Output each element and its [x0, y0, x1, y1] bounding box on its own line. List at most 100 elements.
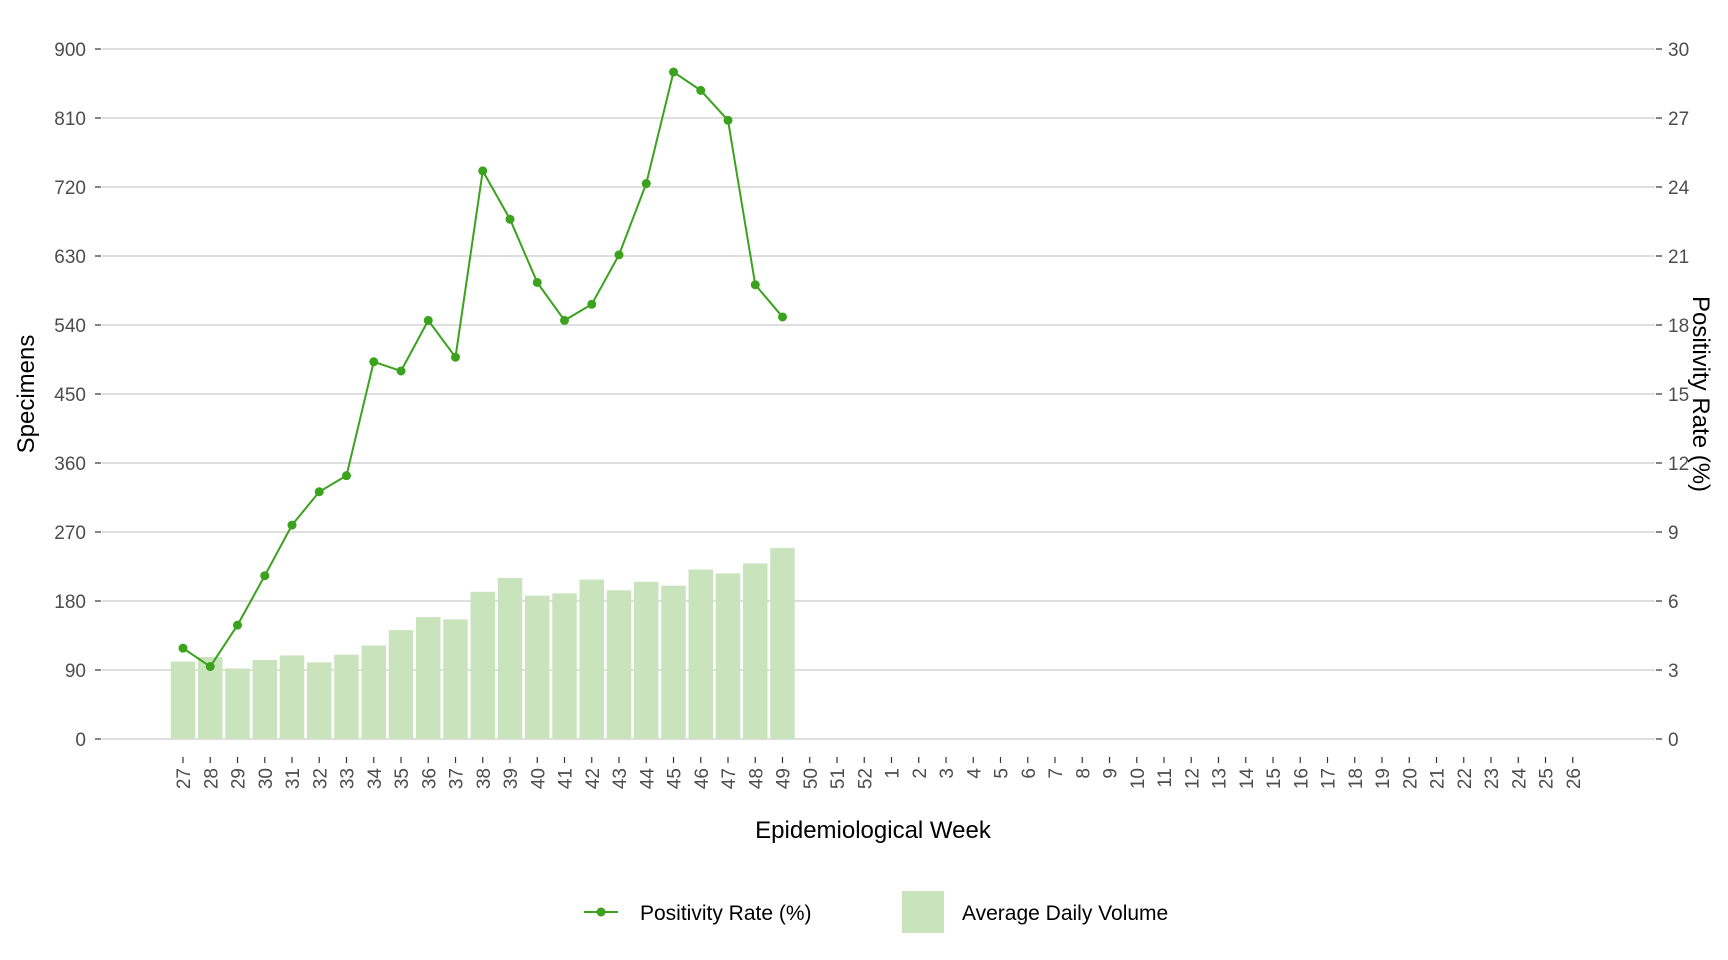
bar [770, 548, 795, 739]
x-tick-label: 42 [583, 768, 604, 789]
y-axis-left-title: Specimens [13, 335, 40, 454]
line-point [478, 166, 488, 176]
x-tick-label: 24 [1509, 768, 1530, 790]
bar [470, 591, 495, 739]
line-point [342, 471, 351, 481]
bar [170, 661, 196, 739]
legend: Positivity Rate (%) Average Daily Volume [584, 891, 1168, 933]
x-tick-label: 46 [692, 768, 713, 789]
right-tick-label: 27 [1668, 109, 1689, 130]
x-tick-label: 45 [665, 768, 686, 789]
bar [388, 630, 414, 739]
x-tick-label: 20 [1400, 768, 1421, 789]
x-tick-label: 26 [1564, 768, 1585, 789]
line-point [396, 366, 406, 376]
x-tick-label: 49 [774, 768, 795, 789]
x-tick-label: 48 [746, 768, 767, 789]
bar [661, 585, 686, 739]
y-axis-right-title: Positivity Rate (%) [1687, 296, 1714, 492]
x-tick-label: 37 [447, 768, 468, 789]
line-point [532, 277, 542, 287]
right-y-axis: 0 3 6 9 12 15 18 21 24 27 30 [1656, 40, 1690, 751]
line-point [233, 620, 242, 630]
left-tick-label: 270 [54, 523, 86, 544]
left-tick-label: 540 [54, 316, 86, 337]
x-tick-label: 11 [1155, 768, 1176, 788]
x-tick-label: 3 [937, 768, 958, 779]
line-point [260, 571, 270, 581]
left-tick-label: 90 [65, 661, 86, 682]
x-tick-label: 17 [1319, 768, 1340, 789]
line-point [560, 315, 569, 325]
bar [579, 579, 604, 739]
left-y-axis: 0 90 180 270 360 450 540 630 720 810 900 [54, 40, 101, 751]
line-point [178, 643, 188, 653]
line-point [750, 280, 760, 290]
x-tick-label: 14 [1237, 768, 1258, 790]
x-tick-label: 10 [1128, 768, 1149, 789]
left-tick-label: 810 [54, 109, 86, 130]
x-tick-label: 2 [910, 768, 931, 779]
x-tick-label: 47 [719, 768, 740, 789]
bar [715, 573, 741, 739]
right-tick-label: 9 [1668, 523, 1679, 544]
left-tick-label: 720 [54, 178, 86, 199]
right-tick-label: 21 [1668, 247, 1689, 268]
right-tick-label: 24 [1668, 178, 1690, 199]
left-tick-label: 360 [54, 454, 86, 475]
bar [225, 668, 250, 739]
x-tick-label: 4 [964, 768, 985, 779]
x-tick-label: 15 [1264, 768, 1285, 789]
line-point [669, 67, 678, 77]
right-tick-label: 18 [1668, 316, 1689, 337]
bar [279, 655, 305, 739]
right-tick-label: 30 [1668, 40, 1689, 61]
bar [634, 581, 659, 739]
line-point [369, 357, 379, 367]
line-point [587, 299, 597, 309]
x-axis: 27 28 29 30 31 32 33 34 35 36 37 38 39 40 41 42 43 44 45 46… [174, 757, 1585, 789]
x-tick-label: 51 [828, 768, 849, 789]
x-tick-label: 39 [501, 768, 522, 789]
left-tick-label: 900 [54, 40, 86, 61]
bar [743, 563, 768, 739]
x-tick-label: 33 [338, 768, 359, 789]
x-tick-label: 13 [1210, 768, 1231, 789]
legend-bar-label: Average Daily Volume [962, 902, 1168, 925]
x-tick-label: 34 [365, 768, 386, 790]
x-tick-label: 23 [1482, 768, 1503, 789]
x-tick-label: 41 [556, 768, 577, 789]
x-tick-label: 44 [637, 768, 658, 790]
x-tick-label: 12 [1182, 768, 1203, 789]
x-tick-label: 18 [1346, 768, 1367, 789]
x-tick-label: 9 [1101, 768, 1122, 779]
x-tick-label: 7 [1046, 768, 1067, 779]
right-tick-label: 0 [1668, 730, 1679, 751]
x-tick-label: 21 [1428, 768, 1449, 789]
x-tick-label: 8 [1073, 768, 1094, 779]
legend-line-label: Positivity Rate (%) [640, 902, 812, 925]
x-axis-title: Epidemiological Week [755, 817, 992, 844]
bar [416, 617, 441, 739]
x-tick-label: 35 [392, 768, 413, 789]
x-tick-label: 40 [528, 768, 549, 789]
x-tick-label: 16 [1291, 768, 1312, 789]
x-tick-label: 52 [855, 768, 876, 789]
line-point [723, 115, 733, 125]
x-tick-label: 32 [310, 768, 331, 789]
bar [606, 590, 632, 739]
x-tick-label: 27 [174, 768, 195, 789]
right-tick-label: 15 [1668, 385, 1689, 406]
x-tick-label: 43 [610, 768, 631, 789]
right-tick-label: 6 [1668, 592, 1679, 613]
left-tick-label: 450 [54, 385, 86, 406]
x-tick-label: 22 [1455, 768, 1476, 789]
x-tick-label: 30 [256, 768, 277, 789]
line-point [641, 179, 651, 189]
x-tick-label: 6 [1019, 768, 1040, 779]
x-tick-label: 28 [201, 768, 222, 789]
line-point [505, 214, 515, 224]
bar-series-average-daily-volume [170, 548, 795, 739]
x-tick-label: 5 [992, 768, 1013, 779]
